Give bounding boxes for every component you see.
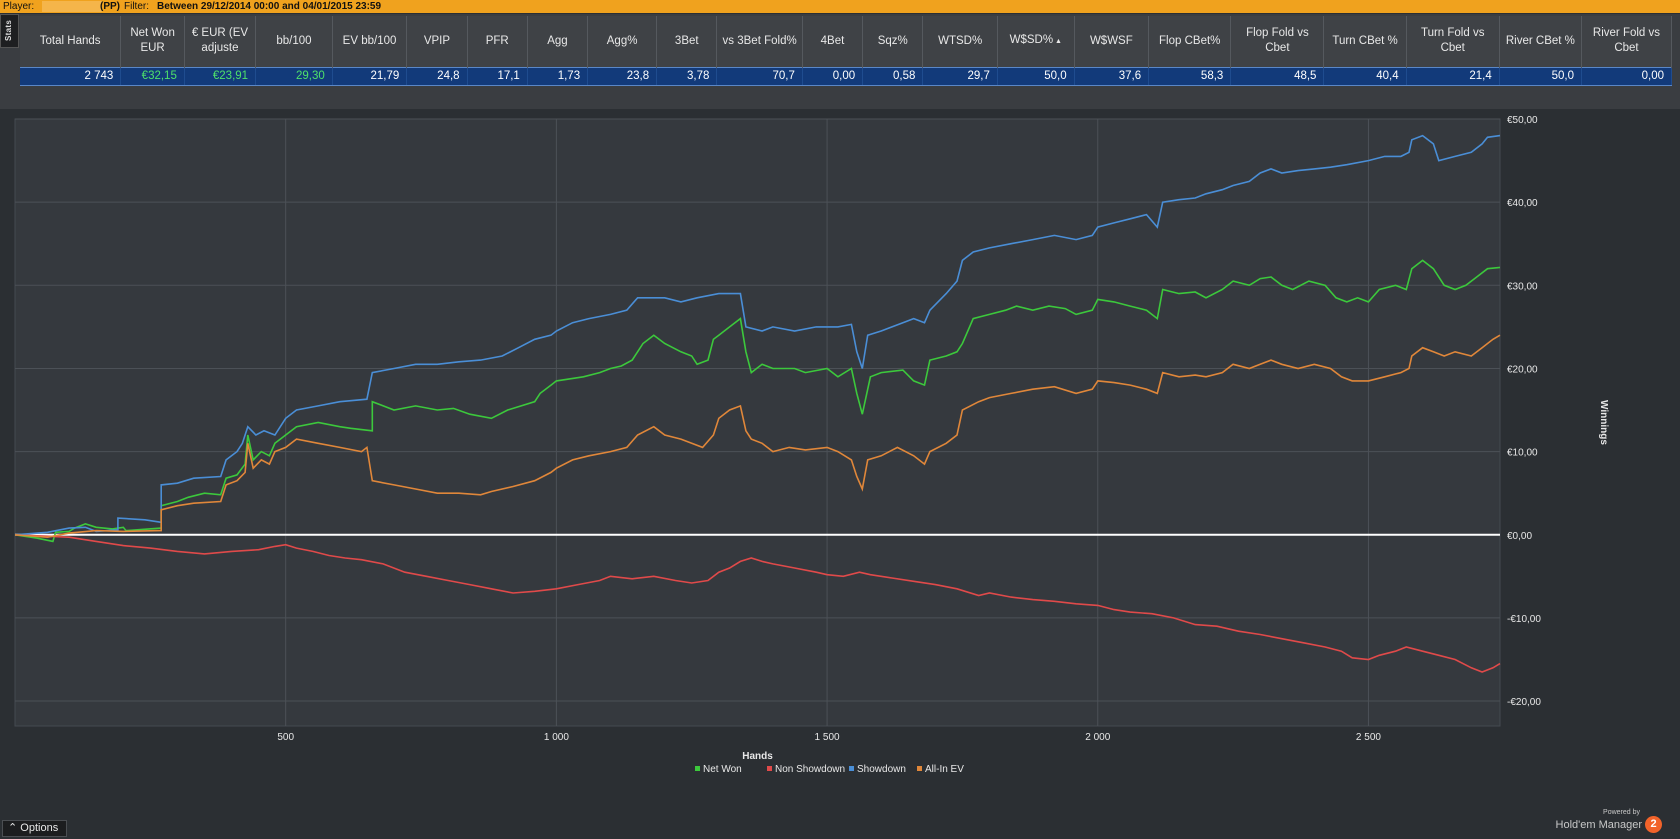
stats-header-cell[interactable]: River Fold vs Cbet [1581,16,1673,67]
stats-value-cell: 0,58 [862,66,924,86]
stats-header-cell[interactable]: 4Bet [802,16,864,67]
stats-value-cell: 2 743 [20,66,122,86]
stats-value-cell: 37,6 [1074,66,1150,86]
y-tick-label: €40,00 [1507,198,1538,209]
caret-up-icon: ⌃ [8,822,18,834]
stats-value-cell: 29,30 [255,66,333,86]
legend-swatch [695,766,700,771]
stats-header-cell[interactable]: Flop Fold vs Cbet [1230,16,1325,67]
player-label: Player: [3,1,35,12]
legend-label[interactable]: Showdown [857,764,906,775]
stats-header-cell[interactable]: Turn CBet % [1323,16,1407,67]
legend-label[interactable]: Net Won [703,764,742,775]
legend-label[interactable]: Non Showdown [775,764,845,775]
stats-header-cell[interactable]: Sqz% [862,16,924,67]
brand-logo: Powered by Hold'em Manager 2 [1556,809,1662,834]
filter-bar: Player: (PP) Filter: Between 29/12/2014 … [0,0,1680,13]
x-tick-label: 500 [277,732,294,743]
stats-value-cell: 21,4 [1406,66,1500,86]
stats-value-cell: 40,4 [1323,66,1407,86]
player-site-tag: (PP) [100,1,120,12]
x-tick-label: 2 500 [1356,732,1381,743]
stats-header-cell[interactable]: River CBet % [1499,16,1582,67]
series-line-all-in-ev [14,334,1501,539]
stats-value-cell: 0,00 [1581,66,1673,86]
y-tick-label: €0,00 [1507,531,1532,542]
stats-header-cell[interactable]: vs 3Bet Fold% [716,16,803,67]
winnings-graph: 500 1 000 1 500 2 000 2 500 -€20,00 -€10,00 €0,… [0,109,1680,819]
stats-panel: Total Hands Net Won EUR € EUR (EV adjuste b… [0,14,1680,109]
x-tick-label: 1 000 [544,732,569,743]
stats-value-cell: 1,73 [527,66,589,86]
y-axis-title: Winnings [1598,400,1609,445]
plot-area [14,118,1501,727]
powered-by-text: Powered by [1603,809,1640,816]
legend-swatch [767,766,772,771]
legend-swatch [849,766,854,771]
stats-header-cell[interactable]: W$WSF [1074,16,1150,67]
stats-header-cell[interactable]: 3Bet [656,16,718,67]
stats-table: Total Hands Net Won EUR € EUR (EV adjuste b… [20,16,1673,86]
filter-value[interactable]: Between 29/12/2014 00:00 and 04/01/2015 … [157,1,382,12]
stats-header-cell[interactable]: Turn Fold vs Cbet [1406,16,1500,67]
stats-value-cell: 23,8 [587,66,658,86]
y-tick-label: -€10,00 [1507,614,1541,625]
stats-value-cell: 50,0 [997,66,1075,86]
y-tick-label: -€20,00 [1507,697,1541,708]
stats-value-cell: 17,1 [467,66,528,86]
hm2-logo-icon: 2 [1645,816,1662,834]
stats-header-cell[interactable]: Flop CBet% [1148,16,1232,67]
winnings-chart-svg: 500 1 000 1 500 2 000 2 500 -€20,00 -€10,00 €0,… [14,115,1609,775]
brand-name: Hold'em Manager [1555,818,1642,831]
y-tick-label: €20,00 [1507,364,1538,375]
series-line-net-won [14,259,1501,543]
stats-data-row[interactable]: 2 743 €32,15 €23,91 29,30 21,79 24,8 17,1 1,73 2… [20,66,1673,86]
legend-swatch [917,766,922,771]
stats-value-cell: 48,5 [1230,66,1325,86]
stats-header-cell[interactable]: PFR [467,16,528,67]
y-tick-label: €30,00 [1507,281,1538,292]
stats-header-row: Total Hands Net Won EUR € EUR (EV adjuste b… [20,16,1673,67]
stats-value-cell: 21,79 [332,66,408,86]
options-label: Options [20,822,59,834]
stats-header-cell[interactable]: WTSD% [922,16,998,67]
options-button[interactable]: ⌃ Options [2,820,68,837]
stats-header-cell[interactable]: Total Hands [20,16,122,67]
series-line-non-showdown [14,534,1501,673]
stats-header-cell[interactable]: € EUR (EV adjuste [184,16,257,67]
y-tick-label: €50,00 [1507,115,1538,126]
player-name-field[interactable] [42,1,102,12]
stats-header-cell[interactable]: Net Won EUR [120,16,185,67]
x-axis-title: Hands [742,751,773,762]
stats-side-tab[interactable]: Stats [0,14,19,48]
stats-value-cell: €23,91 [184,66,257,86]
stats-header-cell[interactable]: VPIP [406,16,468,67]
stats-header-cell[interactable]: EV bb/100 [332,16,408,67]
stats-side-label: Stats [4,19,13,41]
stats-value-cell: 3,78 [656,66,718,86]
stats-header-cell[interactable]: Agg [527,16,589,67]
stats-value-cell: 70,7 [716,66,803,86]
y-tick-label: €10,00 [1507,448,1538,459]
filter-label: Filter: [124,1,149,12]
stats-value-cell: 58,3 [1148,66,1232,86]
series-line-showdown [14,134,1501,536]
stats-value-cell: 50,0 [1499,66,1582,86]
x-tick-label: 2 000 [1085,732,1110,743]
stats-value-cell: 29,7 [922,66,998,86]
stats-header-cell[interactable]: Agg% [587,16,658,67]
stats-header-cell[interactable]: bb/100 [255,16,333,67]
legend-label[interactable]: All-In EV [925,764,964,775]
x-tick-label: 1 500 [815,732,840,743]
stats-header-cell[interactable]: W$SD% [997,16,1075,67]
stats-value-cell: €32,15 [120,66,185,86]
stats-value-cell: 24,8 [406,66,468,86]
stats-value-cell: 0,00 [802,66,864,86]
